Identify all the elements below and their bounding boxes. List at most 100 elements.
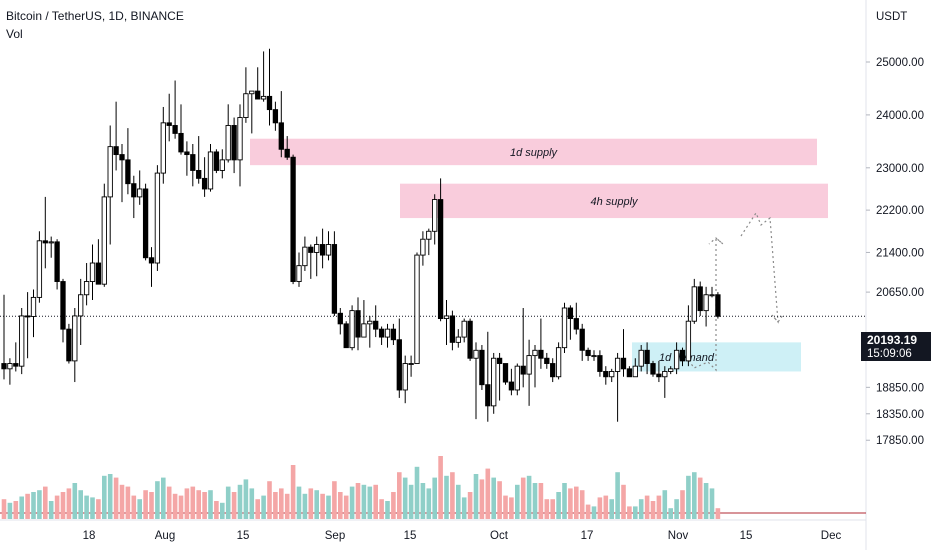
volume-bar	[48, 501, 54, 519]
candle	[573, 318, 579, 330]
symbol-title[interactable]: Bitcoin / TetherUS, 1D, BINANCE	[6, 9, 184, 23]
candle	[237, 117, 243, 161]
volume-bar	[420, 483, 426, 519]
volume-bar	[343, 495, 349, 519]
time-tick-label: Aug	[155, 530, 175, 542]
volume-bar	[155, 481, 160, 519]
time-tick-label: 15	[237, 530, 250, 542]
candle	[520, 365, 526, 375]
volume-bar	[119, 484, 125, 519]
volume-bar	[84, 495, 89, 519]
volume-bar	[680, 490, 685, 519]
candle	[396, 339, 402, 391]
price-tick-label: 25000.00	[876, 57, 924, 69]
volume-bar	[692, 472, 697, 519]
candle	[260, 95, 267, 100]
candle	[585, 349, 591, 357]
candle	[290, 156, 296, 282]
volume-bar	[90, 497, 95, 519]
candle	[113, 146, 119, 156]
candle	[13, 363, 19, 367]
candle	[544, 357, 550, 364]
volume-bar	[397, 472, 402, 519]
volume-bar	[621, 484, 626, 519]
candle	[579, 328, 585, 351]
candle	[142, 188, 149, 259]
volume-bar	[532, 483, 538, 519]
candle	[408, 363, 414, 365]
candle	[243, 93, 249, 118]
candle	[426, 230, 432, 240]
volume-bar	[131, 495, 137, 519]
candle	[414, 254, 420, 364]
candle	[125, 159, 131, 185]
candle	[496, 357, 503, 364]
volume-bar	[54, 495, 60, 519]
volume-bar	[379, 499, 384, 519]
volume-bar	[426, 488, 432, 519]
candle	[650, 363, 656, 375]
candle	[420, 238, 426, 256]
volume-bar	[444, 475, 449, 519]
candle	[24, 315, 31, 318]
volume-bar	[385, 501, 390, 519]
candle	[691, 286, 697, 322]
zone-label-supply: 4h supply	[590, 196, 639, 208]
candle	[473, 349, 479, 359]
volume-bar	[178, 495, 184, 519]
volume-bar	[597, 497, 603, 519]
candle	[331, 244, 338, 314]
time-tick-label: Nov	[668, 530, 689, 542]
candle	[266, 95, 273, 111]
volume-bar	[220, 502, 225, 519]
candle	[172, 125, 178, 134]
volume-bar	[243, 479, 249, 519]
candle	[325, 244, 332, 256]
candle	[514, 365, 520, 391]
candle	[78, 294, 84, 317]
candle	[532, 349, 538, 357]
volume-bar	[609, 499, 614, 519]
time-tick-label: Oct	[490, 530, 509, 542]
volume-bar	[296, 486, 302, 519]
candle	[697, 286, 703, 312]
candle	[555, 347, 562, 378]
zone-supply	[400, 183, 828, 219]
volume-bar	[473, 474, 479, 519]
candle	[72, 315, 78, 362]
candle	[632, 365, 638, 378]
candle	[614, 357, 621, 372]
volume-bar	[538, 483, 544, 519]
candle	[89, 262, 96, 282]
volume-bar	[184, 488, 190, 519]
volume-bar	[703, 483, 709, 519]
candle	[626, 368, 633, 378]
candle	[508, 381, 515, 391]
volume-bar	[143, 490, 148, 519]
volume-bar	[161, 477, 166, 519]
candle	[673, 349, 680, 370]
candle	[715, 294, 721, 317]
volume-bar	[633, 506, 638, 519]
candle	[526, 355, 532, 375]
volume-bar	[585, 504, 591, 519]
volume-bar	[314, 490, 319, 519]
time-tick-label: 17	[581, 530, 594, 542]
candle	[561, 307, 568, 349]
last-price-tag: 20193.19	[861, 332, 931, 348]
volume-bar	[267, 481, 272, 519]
candle	[83, 281, 90, 296]
volume-bar	[456, 484, 461, 519]
candle	[662, 371, 668, 378]
candle	[609, 371, 615, 378]
volume-bar	[202, 492, 207, 519]
candle	[137, 188, 143, 198]
volume-bar	[467, 492, 473, 519]
candle	[384, 328, 391, 338]
volume-bar	[662, 490, 668, 519]
candle	[378, 328, 385, 338]
candle	[668, 368, 674, 372]
volume-bar	[208, 490, 213, 519]
